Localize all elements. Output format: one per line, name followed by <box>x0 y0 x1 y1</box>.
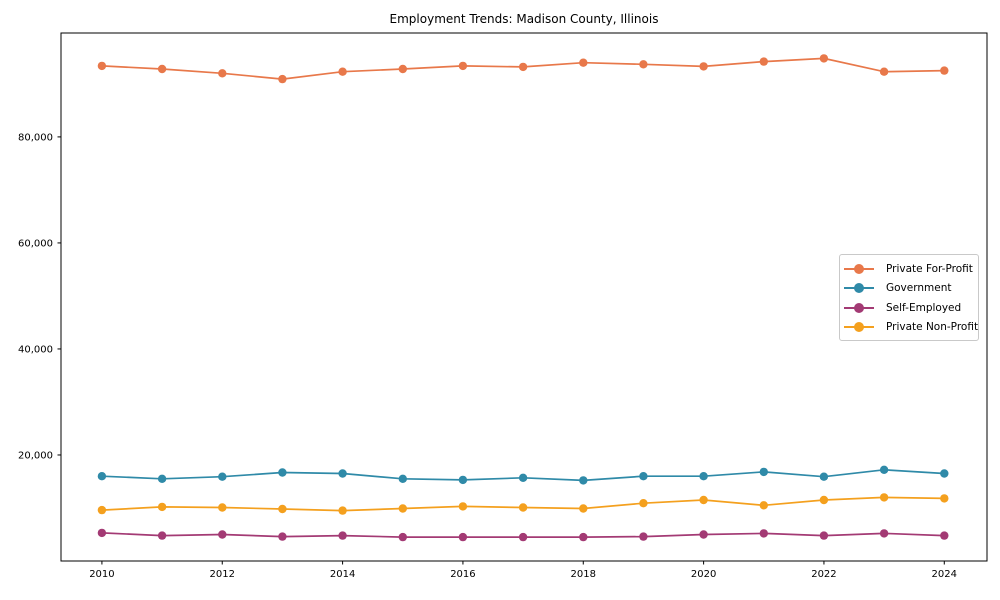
legend-label: Self-Employed <box>886 301 962 314</box>
data-point-marker <box>398 64 407 74</box>
data-point-marker <box>940 494 949 503</box>
data-point-marker <box>458 475 468 485</box>
data-point-marker <box>458 532 468 542</box>
data-point-marker <box>579 532 588 542</box>
y-axis-label: 40,000 <box>18 344 53 355</box>
data-point-marker <box>157 474 167 483</box>
x-axis-label: 2024 <box>932 569 957 580</box>
x-axis-label: 2010 <box>89 569 114 580</box>
data-point-marker <box>338 469 347 478</box>
x-axis-label: 2012 <box>210 569 235 580</box>
data-point-marker <box>940 531 949 540</box>
x-axis: 2010 2012 2014 2016 2018 2020 2022 2024 <box>89 561 957 580</box>
data-point-marker <box>398 504 407 513</box>
data-point-marker <box>879 465 889 474</box>
line-marker-icon <box>844 302 874 313</box>
data-point-marker <box>97 61 107 71</box>
x-axis-label: 2018 <box>571 569 596 580</box>
y-axis-label: 60,000 <box>18 238 53 249</box>
data-point-marker <box>458 502 468 511</box>
data-point-marker <box>338 67 347 76</box>
data-point-marker <box>879 493 889 502</box>
legend-label: Private Non-Profit <box>886 321 979 334</box>
data-point-marker <box>579 504 588 513</box>
data-point-marker <box>639 499 648 508</box>
legend-item: Private For-Profit <box>844 259 978 279</box>
data-point-marker <box>699 62 708 71</box>
data-point-marker <box>579 58 588 67</box>
data-point-marker <box>879 67 889 76</box>
data-point-marker <box>699 530 708 539</box>
line-marker-icon <box>844 322 874 333</box>
data-point-marker <box>639 532 648 541</box>
legend-label: Private For-Profit <box>886 262 973 275</box>
data-point-marker <box>518 62 528 72</box>
legend-item: Government <box>844 279 978 299</box>
data-point-marker <box>579 476 588 485</box>
data-point-marker <box>278 468 287 477</box>
data-point-marker <box>97 528 107 538</box>
data-point-marker <box>218 503 227 512</box>
legend-item: Private Non-Profit <box>844 318 978 338</box>
x-axis-label: 2020 <box>691 569 716 580</box>
data-point-marker <box>218 69 227 78</box>
plot-frame <box>60 32 988 562</box>
data-point-marker <box>218 472 227 481</box>
data-point-marker <box>879 529 889 538</box>
series-private-for-profit <box>97 54 949 84</box>
data-point-marker <box>278 74 287 84</box>
data-point-marker <box>157 531 167 540</box>
series-self-employed <box>97 528 949 542</box>
data-point-marker <box>518 503 528 512</box>
data-point-marker <box>940 66 949 75</box>
data-point-marker <box>518 473 528 482</box>
data-point-marker <box>819 472 829 481</box>
data-point-marker <box>338 506 347 515</box>
data-point-marker <box>759 467 768 477</box>
data-point-marker <box>819 531 829 540</box>
data-point-marker <box>699 472 708 481</box>
data-point-marker <box>458 61 468 71</box>
legend-item: Self-Employed <box>844 298 978 318</box>
data-point-marker <box>639 472 648 481</box>
series-government <box>97 465 949 485</box>
data-point-marker <box>940 469 949 478</box>
data-point-marker <box>518 532 528 542</box>
data-point-marker <box>157 502 167 512</box>
x-axis-label: 2022 <box>811 569 836 580</box>
y-axis-label: 80,000 <box>18 132 53 143</box>
data-point-marker <box>97 472 107 481</box>
data-point-marker <box>218 530 227 539</box>
data-point-marker <box>97 505 107 515</box>
legend: Private For-Profit Government Self-Emplo… <box>839 254 979 341</box>
data-point-marker <box>157 64 167 74</box>
x-axis-label: 2016 <box>450 569 475 580</box>
series-private-non-profit <box>97 493 949 515</box>
data-point-marker <box>759 529 768 538</box>
data-point-marker <box>759 501 768 510</box>
line-marker-icon <box>844 283 874 294</box>
data-point-marker <box>699 495 708 505</box>
data-point-marker <box>398 474 407 483</box>
data-point-marker <box>759 57 768 66</box>
chart-title: Employment Trends: Madison County, Illin… <box>389 12 659 26</box>
data-point-marker <box>278 532 287 541</box>
data-point-marker <box>819 495 829 505</box>
data-point-marker <box>819 54 829 63</box>
y-axis: 20,000 40,000 60,000 80,000 <box>18 132 61 461</box>
data-point-marker <box>278 504 287 514</box>
y-axis-label: 20,000 <box>18 450 53 461</box>
data-point-marker <box>639 60 648 69</box>
legend-label: Government <box>886 282 952 295</box>
x-axis-label: 2014 <box>330 569 355 580</box>
data-point-marker <box>398 532 407 542</box>
line-marker-icon <box>844 263 874 274</box>
data-point-marker <box>338 531 347 540</box>
